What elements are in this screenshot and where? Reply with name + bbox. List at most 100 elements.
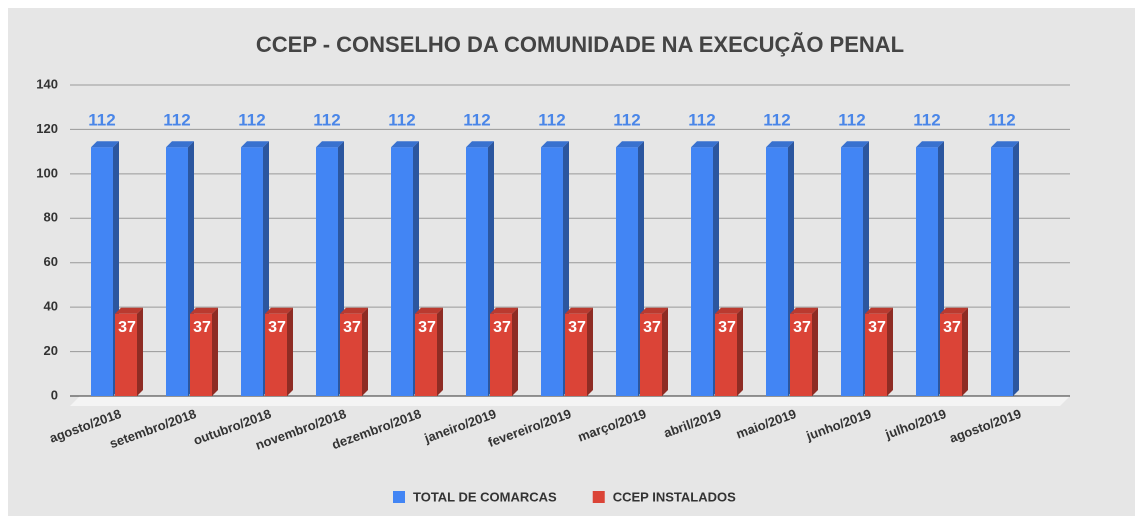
bar-face [841,141,869,148]
bar [940,307,968,396]
y-tick-label: 20 [44,343,58,358]
bar-face [437,307,443,396]
bar-face [166,147,188,396]
bar-face [587,307,593,396]
bar [316,141,344,396]
bar [640,307,668,396]
bar-face [865,313,887,396]
bar-face [241,147,263,396]
bar-face [616,141,644,148]
bar-face [490,307,518,314]
bar-face [490,313,512,396]
bar-face [541,147,563,396]
bar-face [812,307,818,396]
bar-face [287,307,293,396]
legend-label: TOTAL DE COMARCAS [413,489,557,504]
bar-face [91,141,119,148]
bar-face [991,147,1013,396]
value-label: 37 [793,319,811,336]
value-label: 112 [838,111,865,130]
value-label: 37 [718,319,736,336]
bar-face [790,307,818,314]
bar-face [565,307,593,314]
value-label: 112 [688,111,715,130]
bar-face [137,307,143,396]
value-label: 37 [943,319,961,336]
bar-face [715,313,737,396]
bar-face [640,313,662,396]
bar [91,141,119,396]
value-label: 37 [418,319,436,336]
bar-face [766,147,788,396]
bar-face [115,313,137,396]
bar [715,307,743,396]
bar [565,307,593,396]
bar-face [691,147,713,396]
bar [841,141,869,396]
bar-face [316,147,338,396]
bar [916,141,944,396]
bar-face [691,141,719,148]
legend-swatch [393,491,405,503]
bar-face [512,307,518,396]
bar-face [737,307,743,396]
bar-face [841,147,863,396]
bar-face [790,313,812,396]
value-label: 112 [913,111,940,130]
value-label: 37 [343,319,361,336]
value-label: 37 [643,319,661,336]
bar-face [940,313,962,396]
value-label: 37 [118,319,136,336]
value-label: 112 [613,111,640,130]
chart-background [8,8,1135,516]
bar-face [865,307,893,314]
bar-face [962,307,968,396]
bar-face [91,147,113,396]
bar-face [241,141,269,148]
bar [391,141,419,396]
bar-face [190,313,212,396]
legend-label: CCEP INSTALADOS [613,489,736,504]
bar [766,141,794,396]
y-tick-label: 100 [36,165,58,180]
bar [865,307,893,396]
bar [241,141,269,396]
bar-face [916,141,944,148]
bar [190,307,218,396]
bar-face [391,147,413,396]
value-label: 112 [388,111,415,130]
bar [541,141,569,396]
bar [415,307,443,396]
bar-face [715,307,743,314]
value-label: 112 [988,111,1015,130]
y-tick-label: 60 [44,254,58,269]
bar-face [541,141,569,148]
value-label: 112 [763,111,790,130]
bar-face [887,307,893,396]
y-tick-label: 140 [36,76,58,91]
bar-face [640,307,668,314]
bar [490,307,518,396]
bar-face [212,307,218,396]
bar-face [316,141,344,148]
bar-face [265,313,287,396]
value-label: 37 [493,319,511,336]
bar [265,307,293,396]
y-tick-label: 80 [44,210,58,225]
value-label: 112 [88,111,115,130]
value-label: 112 [538,111,565,130]
bar-face [991,141,1019,148]
value-label: 37 [193,319,211,336]
value-label: 112 [238,111,265,130]
bar [616,141,644,396]
value-label: 37 [868,319,886,336]
value-label: 37 [268,319,286,336]
bar-face [662,307,668,396]
bar-face [466,141,494,148]
bar-face [1013,141,1019,396]
floor [70,396,1070,406]
bar-face [391,141,419,148]
value-label: 112 [313,111,340,130]
bar [466,141,494,396]
